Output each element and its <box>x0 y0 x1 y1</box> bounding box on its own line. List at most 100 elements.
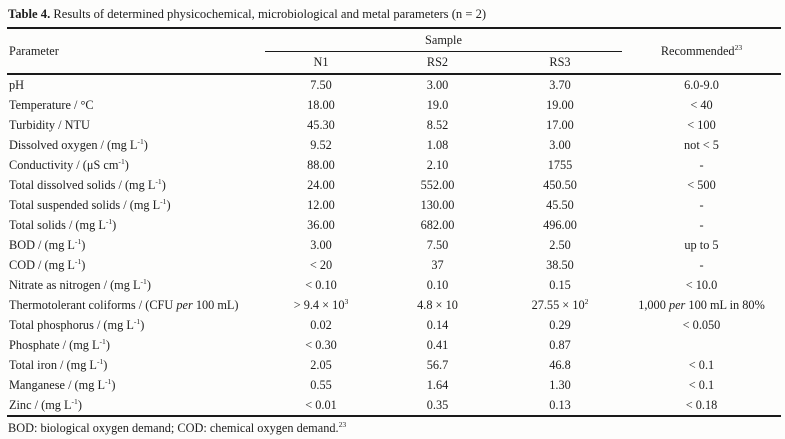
cell-recommended-value: - <box>699 257 704 272</box>
cell-rs2-value: 8.52 <box>426 117 449 132</box>
table-row: Total iron / (mg L-1) 2.05 56.7 46.8 < 0… <box>7 355 781 375</box>
table-row: Total suspended solids / (mg L-1) 12.00 … <box>7 195 781 215</box>
table-row: COD / (mg L-1) < 20 37 38.50 - <box>7 255 781 275</box>
cell-parameter: Temperature / °C <box>9 97 94 112</box>
cell-rs2-value: 0.41 <box>426 337 449 352</box>
table-row: Total phosphorus / (mg L-1) 0.02 0.14 0.… <box>7 315 781 335</box>
cell-n1-value: 18.00 <box>307 97 335 112</box>
col-header-sample-group: Sample <box>265 28 622 52</box>
table-caption: Table 4. Results of determined physicoch… <box>8 6 780 22</box>
cell-recommended-value: 1,000 per 100 mL in 80% <box>638 297 765 312</box>
header-row-samples: N1 RS2 RS3 <box>7 52 781 75</box>
col-header-rs2: RS2 <box>426 55 449 69</box>
table-row: Total solids / (mg L-1) 36.00 682.00 496… <box>7 215 781 235</box>
cell-rs3-value: 0.13 <box>549 397 571 412</box>
cell-rs2-value: 7.50 <box>426 237 449 252</box>
cell-rs3-value: 2.50 <box>549 237 571 252</box>
cell-recommended-value: - <box>699 217 704 232</box>
cell-n1-value: 2.05 <box>310 357 332 372</box>
results-table: Parameter Sample Recommended23 N1 RS2 RS… <box>7 27 781 417</box>
cell-parameter: Total phosphorus / (mg L-1) <box>9 316 145 332</box>
table-row: Thermotolerant coliforms / (CFU per 100 … <box>7 295 781 315</box>
cell-rs3-value: 496.00 <box>543 217 577 232</box>
table-row: pH 7.50 3.00 3.70 6.0-9.0 <box>7 74 781 95</box>
cell-parameter: Total dissolved solids / (mg L-1) <box>9 176 166 192</box>
table-row: Total dissolved solids / (mg L-1) 24.00 … <box>7 175 781 195</box>
table-row: Dissolved oxygen / (mg L-1) 9.52 1.08 3.… <box>7 135 781 155</box>
cell-rs2-value: 56.7 <box>426 357 449 372</box>
table-row: BOD / (mg L-1) 3.00 7.50 2.50 up to 5 <box>7 235 781 255</box>
table-row: Conductivity / (μS cm-1) 88.00 2.10 1755… <box>7 155 781 175</box>
cell-recommended-value: < 0.1 <box>688 357 715 372</box>
table-row: Phosphate / (mg L-1) < 0.30 0.41 0.87 <box>7 335 781 355</box>
cell-rs2-value: 1.08 <box>426 137 449 152</box>
cell-recommended-value: up to 5 <box>684 237 719 252</box>
cell-rs3-value: 3.70 <box>549 77 571 92</box>
cell-recommended-value: < 500 <box>687 177 716 192</box>
cell-parameter: Zinc / (mg L-1) <box>9 396 82 412</box>
cell-n1-value: > 9.4 × 103 <box>293 296 349 312</box>
col-header-recommended: Recommended23 <box>660 42 743 58</box>
cell-n1-value: < 0.30 <box>305 337 337 352</box>
cell-recommended-value: not < 5 <box>684 137 719 152</box>
cell-n1-value: 45.30 <box>307 117 335 132</box>
cell-recommended-value: < 0.050 <box>682 317 721 332</box>
cell-rs3-value: 46.8 <box>549 357 571 372</box>
cell-rs3-value: 450.50 <box>543 177 577 192</box>
cell-rs3-value: 0.29 <box>549 317 571 332</box>
table-row: Nitrate as nitrogen / (mg L-1) < 0.10 0.… <box>7 275 781 295</box>
cell-rs2-value: 2.10 <box>426 157 449 172</box>
col-header-parameter: Parameter <box>9 43 59 58</box>
cell-rs2-value: 682.00 <box>420 217 455 232</box>
table-caption-label: Table 4. <box>8 7 51 21</box>
cell-parameter: COD / (mg L-1) <box>9 256 86 272</box>
cell-parameter: Manganese / (mg L-1) <box>9 376 116 392</box>
cell-rs2-value: 552.00 <box>420 177 455 192</box>
col-header-n1: N1 <box>313 55 329 69</box>
cell-n1-value: 9.52 <box>310 137 332 152</box>
cell-parameter: BOD / (mg L-1) <box>9 236 86 252</box>
cell-rs2-value: 0.35 <box>426 397 449 412</box>
cell-rs3-value: 1.30 <box>549 377 571 392</box>
cell-parameter: Total suspended solids / (mg L-1) <box>9 196 171 212</box>
cell-rs3-value: 1755 <box>547 157 573 172</box>
cell-rs2-value: 37 <box>431 257 444 272</box>
cell-n1-value: 12.00 <box>307 197 335 212</box>
cell-parameter: Total iron / (mg L-1) <box>9 356 108 372</box>
table-header: Parameter Sample Recommended23 N1 RS2 RS… <box>7 28 781 74</box>
table-caption-text: Results of determined physicochemical, m… <box>50 7 487 21</box>
cell-rs3-value: 3.00 <box>549 137 571 152</box>
cell-rs3-value: 38.50 <box>546 257 574 272</box>
cell-n1-value: < 0.10 <box>305 277 337 292</box>
cell-n1-value: 7.50 <box>310 77 332 92</box>
cell-n1-value: 0.02 <box>310 317 332 332</box>
table-body: pH 7.50 3.00 3.70 6.0-9.0 Temperature / … <box>7 74 781 416</box>
cell-rs3-value: 45.50 <box>546 197 574 212</box>
table-row: Manganese / (mg L-1) 0.55 1.64 1.30 < 0.… <box>7 375 781 395</box>
cell-n1-value: 88.00 <box>307 157 335 172</box>
cell-recommended-value: < 0.1 <box>688 377 715 392</box>
cell-n1-value: < 20 <box>309 257 333 272</box>
cell-parameter: Turbidity / NTU <box>9 117 90 132</box>
cell-parameter: Dissolved oxygen / (mg L-1) <box>9 136 148 152</box>
cell-n1-value: 24.00 <box>307 177 335 192</box>
table-row: Temperature / °C 18.00 19.0 19.00 < 40 <box>7 95 781 115</box>
cell-n1-value: 3.00 <box>310 237 332 252</box>
col-header-rs3: RS3 <box>549 55 571 69</box>
cell-rs2-value: 19.0 <box>426 97 449 112</box>
cell-parameter: Nitrate as nitrogen / (mg L-1) <box>9 276 151 292</box>
cell-recommended-value: < 0.18 <box>685 397 718 412</box>
cell-rs3-value: 27.55 × 102 <box>531 296 589 312</box>
cell-recommended-value: < 100 <box>687 117 716 132</box>
cell-rs3-value: 19.00 <box>546 97 574 112</box>
cell-rs2-value: 0.14 <box>426 317 449 332</box>
cell-recommended-value <box>622 335 781 355</box>
table-footnote: BOD: biological oxygen demand; COD: chem… <box>8 419 347 435</box>
cell-rs2-value: 1.64 <box>426 377 449 392</box>
cell-rs2-value: 0.10 <box>426 277 449 292</box>
cell-recommended-value: 6.0-9.0 <box>684 77 719 92</box>
cell-parameter: Total solids / (mg L-1) <box>9 216 117 232</box>
cell-n1-value: 0.55 <box>310 377 332 392</box>
cell-rs3-value: 17.00 <box>546 117 574 132</box>
